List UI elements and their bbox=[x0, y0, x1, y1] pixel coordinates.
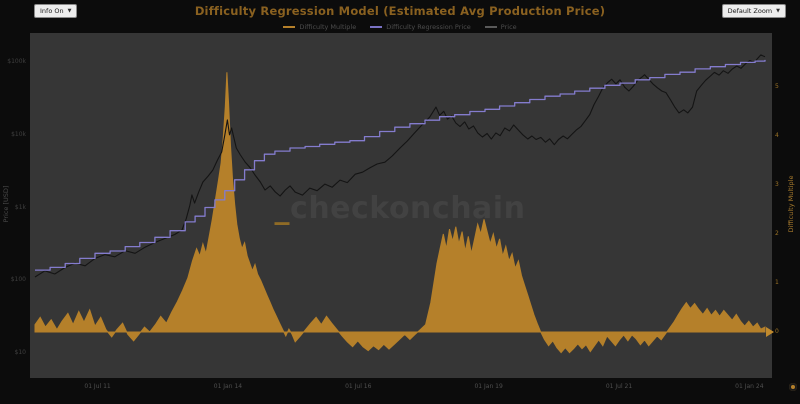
right-axis-title: Difficulty Multiple bbox=[787, 175, 795, 233]
left-axis-tick-label: $1k bbox=[14, 203, 26, 211]
plot-background bbox=[30, 33, 772, 378]
right-axis-tick-label: 4 bbox=[775, 132, 779, 139]
chart-title: Difficulty Regression Model (Estimated A… bbox=[194, 4, 606, 18]
left-axis-tick-label: $10k bbox=[11, 130, 26, 138]
x-axis-tick-label: 01 Jan 24 bbox=[735, 383, 764, 390]
right-axis-tick-label: 2 bbox=[775, 230, 779, 237]
left-axis-tick-label: $100k bbox=[7, 58, 26, 65]
left-axis-tick-label: $10 bbox=[14, 349, 26, 356]
chevron-down-icon: ▼ bbox=[776, 8, 780, 14]
legend-item-price[interactable]: Price bbox=[484, 23, 517, 31]
x-axis-tick-label: 01 Jan 14 bbox=[213, 383, 243, 390]
legend-dash-icon bbox=[370, 26, 383, 28]
legend-item-difficulty-regression-price[interactable]: Difficulty Regression Price bbox=[370, 23, 471, 31]
series-difficulty-regression-price bbox=[35, 59, 766, 271]
info-dropdown-label: Info On bbox=[40, 7, 64, 15]
checkonchain-watermark: _checkonchain bbox=[0, 191, 800, 226]
watermark-underscore: _ bbox=[274, 191, 291, 226]
legend-item-label: Price bbox=[500, 23, 517, 31]
right-axis-tick-label: 5 bbox=[775, 83, 779, 90]
watermark-text: checkonchain bbox=[290, 191, 526, 226]
right-axis-tick-label: 1 bbox=[775, 279, 779, 286]
right-axis-tick-label: 3 bbox=[775, 181, 779, 188]
chevron-down-icon: ▼ bbox=[67, 8, 72, 14]
right-axis-tick-label: 0 bbox=[775, 328, 779, 335]
legend-item-difficulty-multiple[interactable]: Difficulty Multiple bbox=[283, 23, 356, 31]
x-axis-tick-label: 01 Jul 11 bbox=[84, 383, 111, 390]
info-dropdown[interactable]: Info On ▼ bbox=[34, 4, 78, 18]
series-difficulty-multiple bbox=[34, 72, 766, 354]
x-axis-tick-label: 01 Jan 19 bbox=[474, 383, 503, 390]
latest-value-marker bbox=[766, 327, 774, 337]
zoom-dropdown[interactable]: Default Zoom ▼ bbox=[721, 4, 786, 18]
series-price bbox=[34, 54, 766, 278]
legend-item-label: Difficulty Multiple bbox=[299, 23, 357, 31]
checkonchain-logo-icon bbox=[789, 383, 797, 391]
legend-dash-icon bbox=[283, 26, 296, 28]
legend-item-label: Difficulty Regression Price bbox=[386, 23, 471, 31]
legend-dash-icon bbox=[484, 26, 497, 28]
left-axis-tick-label: $100 bbox=[10, 276, 26, 284]
x-axis-tick-label: 01 Jul 16 bbox=[345, 383, 372, 390]
zoom-dropdown-label: Default Zoom bbox=[727, 7, 773, 15]
chart-legend: Difficulty Multiple Difficulty Regression… bbox=[0, 23, 800, 31]
x-axis-tick-label: 01 Jul 21 bbox=[605, 383, 633, 390]
